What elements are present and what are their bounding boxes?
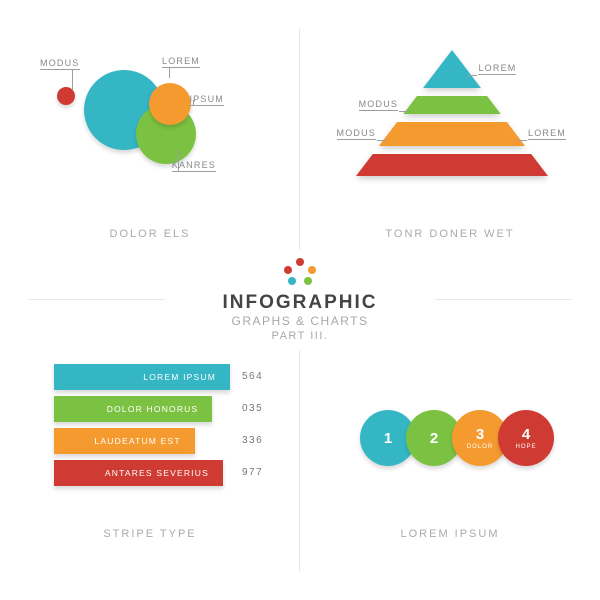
bubble — [149, 83, 191, 125]
title-subtitle: GRAPHS & CHARTS — [165, 314, 435, 328]
title-block: INFOGRAPHIC GRAPHS & CHARTS PART III. — [165, 250, 435, 350]
step-number: 1 — [384, 431, 392, 446]
stripe-value: 564 — [242, 371, 263, 382]
callout-label: LOREM — [478, 63, 516, 75]
step-number: 3 — [476, 427, 484, 442]
callout-label: MODUS — [359, 99, 399, 111]
stripe-bar: ANTARES SEVERIUS — [54, 460, 223, 486]
caption-q4: LOREM IPSUM — [300, 528, 600, 540]
step-word: DOLOR — [467, 444, 493, 450]
callout-label: MODUS — [40, 58, 80, 70]
stripe-bar: DOLOR HONORUS — [54, 396, 212, 422]
caption-q3: STRIPE TYPE — [0, 528, 300, 540]
step-word: HOPE — [515, 444, 536, 450]
caption-q2: TONR DONER WET — [300, 228, 600, 240]
step-circle: 4 HOPE — [498, 410, 554, 466]
logo-icon — [280, 258, 320, 286]
step-number: 2 — [430, 431, 438, 446]
stripe-value: 035 — [242, 403, 263, 414]
callout-label: LOREM — [162, 56, 200, 68]
stripe-value: 336 — [242, 435, 263, 446]
pyramid-level — [379, 122, 525, 151]
stripe-bar: LAUDEATUM EST — [54, 428, 195, 454]
step-number: 4 — [522, 427, 530, 442]
callout-label: IPSUM — [189, 94, 224, 106]
stripe-value: 977 — [242, 467, 263, 478]
caption-q1: DOLOR ELS — [0, 228, 300, 240]
title-main: INFOGRAPHIC — [165, 292, 435, 314]
pyramid-level — [423, 50, 481, 93]
pyramid-level — [403, 96, 501, 119]
pyramid-level — [356, 154, 548, 181]
title-part: PART III. — [165, 330, 435, 342]
callout-label: MODUS — [337, 128, 377, 140]
stripe-bar: LOREM IPSUM — [54, 364, 230, 390]
callout-label: LOREM — [528, 128, 566, 140]
